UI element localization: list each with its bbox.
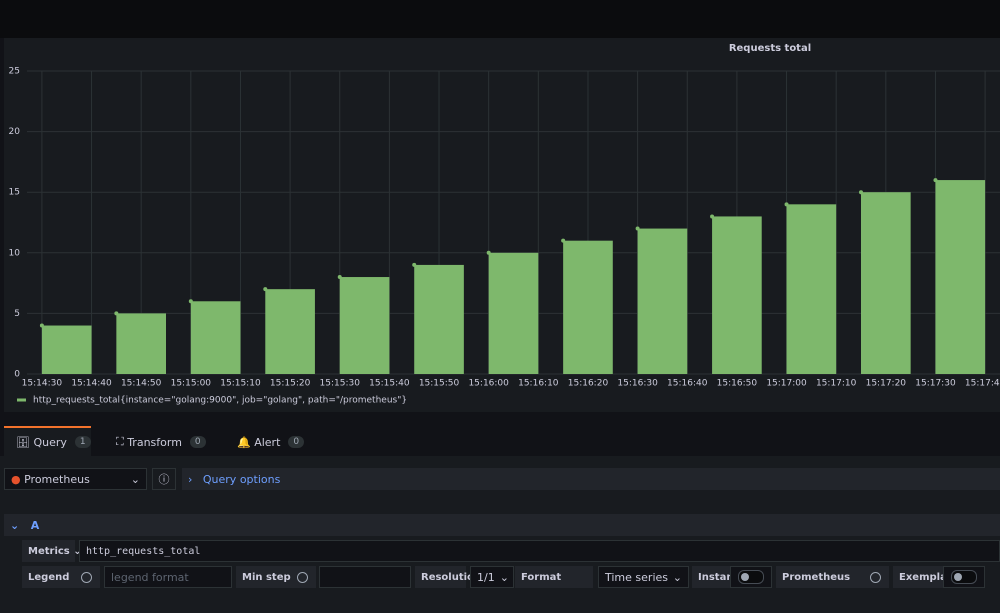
tab[interactable]: ⛶ Transform 0 [116, 428, 206, 456]
x-tick-label: 15:15:00 [171, 379, 212, 389]
bar [637, 228, 688, 374]
y-tick-label: 25 [9, 67, 20, 77]
y-tick-label: 15 [9, 188, 20, 198]
metrics-input[interactable]: http_requests_total [79, 540, 1000, 562]
tab-label: Query [33, 435, 67, 449]
resolution-label: Resolution [415, 566, 481, 588]
instant-label: Instant [692, 566, 738, 588]
x-tick-label: 15:15:10 [220, 379, 261, 389]
bar [265, 289, 315, 374]
bar [861, 192, 911, 374]
label: Min step [242, 571, 291, 583]
point [561, 238, 566, 243]
x-tick-label: 15:15:50 [419, 379, 460, 389]
y-tick-label: 5 [14, 309, 20, 319]
x-tick-label: 15:15:30 [320, 379, 361, 389]
tab-count: 0 [288, 436, 305, 448]
point [635, 226, 640, 231]
tab-count: 0 [189, 436, 206, 448]
point [188, 299, 193, 304]
query-letter: A [30, 518, 40, 532]
bar [786, 204, 837, 374]
tab-label: Transform [127, 435, 182, 449]
bar [712, 216, 762, 374]
x-tick-label: 15:15:40 [369, 379, 410, 389]
tab-label: Alert [254, 435, 281, 449]
min-step-label: Min step [236, 566, 316, 588]
bar [116, 313, 166, 374]
chart: Requests total 0 5 10 15 20 25 15:14:30 15:14:4… [8, 43, 1000, 406]
query-row-header[interactable]: ⌄ A [4, 514, 1000, 536]
instant-toggle[interactable] [730, 566, 772, 588]
x-tick-label: 15:17:40 [965, 379, 1000, 389]
metrics-label[interactable]: Metrics ⌄ [22, 540, 82, 562]
x-tick-label: 15:15:20 [270, 379, 311, 389]
point [486, 250, 491, 255]
x-tick-label: 15:16:40 [667, 379, 708, 389]
label: Legend [28, 571, 70, 583]
x-tick-label: 15:16:30 [617, 379, 658, 389]
legend-label: http_requests_total{instance="golang:900… [33, 396, 407, 406]
point [337, 275, 342, 280]
value: Time series [605, 570, 668, 584]
x-tick-label: 15:17:00 [766, 379, 807, 389]
x-tick-label: 15:14:40 [71, 379, 112, 389]
y-tick-label: 10 [9, 248, 21, 258]
bar [190, 301, 241, 374]
x-tick-label: 15:16:00 [468, 379, 509, 389]
x-tick-label: 15:16:50 [717, 379, 758, 389]
chart-title: Requests total [729, 43, 811, 54]
point [784, 202, 789, 207]
query-options-label: Query options [202, 472, 281, 486]
bar [339, 277, 390, 374]
x-tick-label: 15:17:30 [915, 379, 956, 389]
format-select[interactable]: Time series ⌄ [598, 566, 689, 588]
x-tick-label: 15:14:30 [22, 379, 63, 389]
point [263, 287, 268, 292]
bar [488, 252, 539, 374]
exemplars-label: Exemplars [893, 566, 958, 588]
prometheus-label: Prometheus [776, 566, 889, 588]
point [933, 178, 938, 183]
resolution-select[interactable]: 1/1 ⌄ [470, 566, 514, 588]
tab[interactable]: 🔔 Alert 0 [237, 428, 305, 456]
exemplars-toggle[interactable] [943, 566, 985, 588]
min-step-input[interactable] [319, 566, 411, 588]
point [114, 311, 119, 316]
bar [935, 180, 986, 374]
point [710, 214, 715, 219]
legend-input[interactable]: legend format [104, 566, 232, 588]
tab[interactable]: 🗄 Query 1 [4, 426, 91, 456]
help-button[interactable]: ⓘ [152, 468, 176, 490]
bar [563, 240, 613, 374]
x-tick-label: 15:16:10 [518, 379, 559, 389]
x-tick-label: 15:17:20 [866, 379, 907, 389]
bar [414, 264, 464, 374]
y-tick-label: 20 [9, 127, 21, 137]
value: 1/1 [477, 570, 495, 584]
format-label: Format [515, 566, 593, 588]
legend-label: Legend [22, 566, 100, 588]
point [39, 323, 44, 328]
label: Metrics [28, 545, 70, 557]
y-tick-label: 0 [14, 370, 20, 380]
x-tick-label: 15:16:20 [568, 379, 609, 389]
point [412, 262, 417, 267]
datasource: Prometheus [24, 472, 90, 486]
datasource-picker[interactable]: ● Prometheus ⌄ [4, 468, 147, 490]
x-tick-label: 15:14:50 [121, 379, 162, 389]
label: Prometheus [782, 571, 851, 583]
x-tick-label: 15:17:10 [816, 379, 857, 389]
bar [41, 325, 92, 374]
legend-swatch [17, 398, 26, 402]
tab-count: 1 [74, 436, 91, 448]
top-bar [0, 0, 1000, 38]
point [859, 190, 863, 195]
query-options[interactable]: › Query options [182, 468, 1000, 490]
